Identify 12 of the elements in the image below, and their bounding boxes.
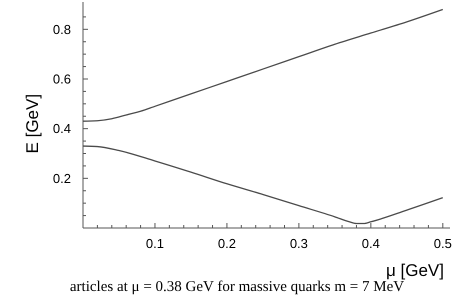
y-axis-title: E [GeV]: [23, 94, 42, 154]
y-tick-label: 0.2: [52, 170, 71, 186]
y-tick-label: 0.4: [52, 121, 71, 136]
x-axis-title: μ [GeV]: [386, 261, 444, 280]
x-tick-label: 0.1: [146, 236, 164, 251]
x-tick-label: 0.5: [434, 236, 452, 251]
text: articles at μ = 0.38 GeV for massive quarks m = 7 MeV: [70, 279, 404, 295]
x-tick-label: 0.3: [290, 236, 308, 251]
y-tick-label: 0.8: [52, 22, 71, 37]
x-tick-label: 0.4: [362, 236, 380, 251]
y-tick-label: 0.6: [52, 71, 71, 86]
x-tick-label: 0.2: [218, 236, 236, 251]
